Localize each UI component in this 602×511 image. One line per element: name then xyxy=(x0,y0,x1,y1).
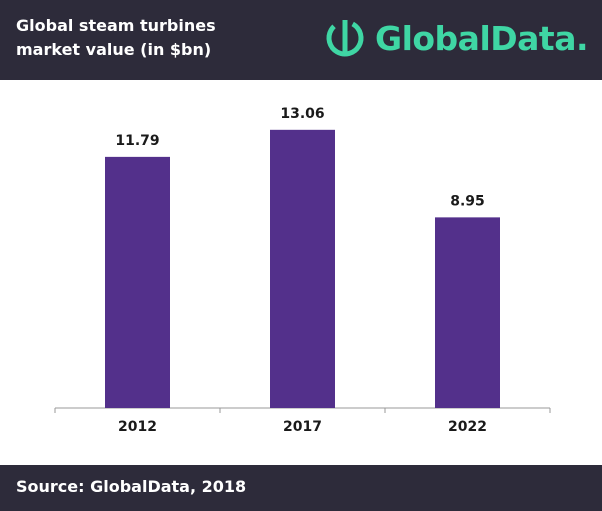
x-tick-label: 2017 xyxy=(283,419,322,435)
chart-title: Global steam turbines market value (in $… xyxy=(16,16,216,59)
bar xyxy=(435,217,500,408)
data-label: 8.95 xyxy=(450,193,485,209)
logo: GlobalData. xyxy=(323,16,589,60)
header: Global steam turbines market value (in $… xyxy=(0,0,602,80)
footer: Source: GlobalData, 2018 xyxy=(0,465,602,511)
source: Source: GlobalData, 2018 xyxy=(16,477,247,496)
x-tick-label: 2012 xyxy=(118,419,157,435)
chart: 2012 11.79 2017 13.06 2022 8.95 xyxy=(54,106,551,435)
bar xyxy=(270,129,335,408)
logo-text: GlobalData. xyxy=(374,18,589,58)
data-label: 13.06 xyxy=(280,106,324,122)
bar xyxy=(105,156,170,408)
logo-icon xyxy=(326,19,364,57)
x-tick-label: 2022 xyxy=(448,419,487,435)
data-label: 11.79 xyxy=(115,133,159,149)
